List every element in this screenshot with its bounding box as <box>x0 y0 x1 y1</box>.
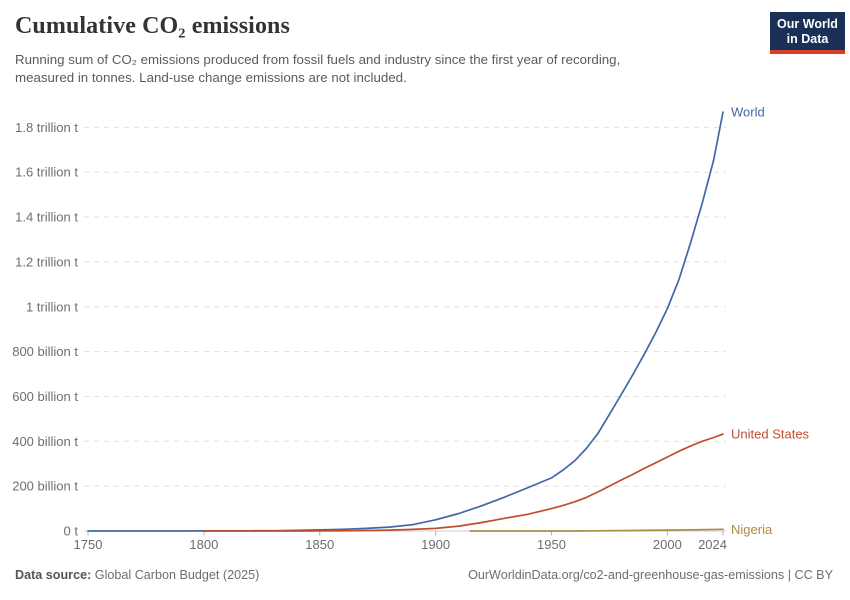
x-tick-label: 1750 <box>74 537 103 552</box>
x-tick-label: 2000 <box>653 537 682 552</box>
y-tick-label: 1.2 trillion t <box>15 254 78 269</box>
y-tick-label: 1.4 trillion t <box>15 210 78 225</box>
y-tick-label: 1.6 trillion t <box>15 165 78 180</box>
x-tick-label: 1850 <box>305 537 334 552</box>
y-tick-label: 200 billion t <box>12 479 78 494</box>
series-label-nigeria[interactable]: Nigeria <box>731 522 773 537</box>
series-line-united-states[interactable] <box>203 433 724 532</box>
series-label-united-states[interactable]: United States <box>731 427 810 442</box>
y-tick-label: 600 billion t <box>12 389 78 404</box>
data-source-value: Global Carbon Budget (2025) <box>94 568 260 582</box>
series-line-world[interactable] <box>87 111 724 532</box>
x-tick-label: 2024 <box>698 537 727 552</box>
chart-subtitle-line1: Running sum of CO₂ emissions produced fr… <box>15 52 621 67</box>
chart-title: Cumulative CO₂ emissions <box>15 13 290 39</box>
data-source: Data source: Global Carbon Budget (2025) <box>15 568 259 582</box>
y-tick-label: 0 t <box>64 524 79 539</box>
series-label-world[interactable]: World <box>731 105 765 120</box>
owid-logo[interactable]: Our World in Data <box>770 12 845 54</box>
data-source-label: Data source: <box>15 568 92 582</box>
series-line-nigeria[interactable] <box>469 528 724 532</box>
credit-link[interactable]: OurWorldinData.org/co2-and-greenhouse-ga… <box>468 568 833 582</box>
y-tick-label: 400 billion t <box>12 434 78 449</box>
x-tick-label: 1950 <box>537 537 566 552</box>
y-tick-label: 1.8 trillion t <box>15 120 78 135</box>
y-tick-label: 800 billion t <box>12 344 78 359</box>
chart-subtitle-line2: measured in tonnes. Land-use change emis… <box>15 70 407 85</box>
owid-logo-line1: Our World <box>777 17 838 31</box>
chart-subtitle: Running sum of CO₂ emissions produced fr… <box>15 51 620 87</box>
y-tick-label: 1 trillion t <box>26 299 78 314</box>
owid-logo-line2: in Data <box>786 31 829 46</box>
chart-footer: Data source: Global Carbon Budget (2025)… <box>15 568 833 582</box>
x-tick-label: 1900 <box>421 537 450 552</box>
x-tick-label: 1800 <box>189 537 218 552</box>
